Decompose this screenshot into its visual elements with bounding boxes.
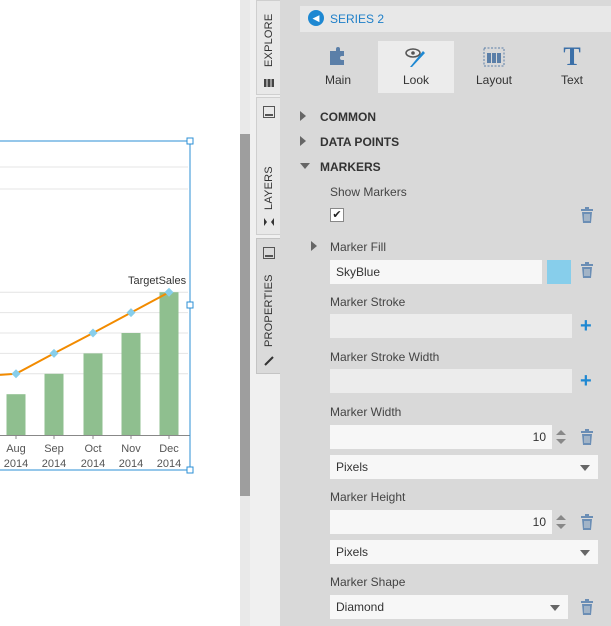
marker-height-value: 10 [532,515,546,529]
trash-icon[interactable] [580,262,594,278]
x-tick-label-month: Aug [6,443,26,455]
marker-stroke-width-field[interactable] [330,369,572,393]
line-marker[interactable] [49,348,59,358]
layers-icon [263,216,275,228]
chevron-down-icon [550,605,560,611]
brush-icon [263,355,275,367]
marker-height-label: Marker Height [330,490,406,504]
x-tick-label-month: Nov [121,443,141,455]
bar[interactable] [6,394,26,435]
expand-icon[interactable] [311,241,317,251]
marker-height-stepper[interactable] [555,510,567,534]
marker-stroke-label: Marker Stroke [330,295,406,309]
layout-grid-icon [456,45,532,69]
dashboard-canvas: Aug 2014 Sep 2014 Oct 2014 Nov 2014 Dec 2014 Targe… [0,0,240,626]
trash-icon[interactable] [580,429,594,445]
stepper-down-icon[interactable] [556,524,566,529]
expand-icon [300,136,306,146]
expand-icon [300,111,306,121]
line-marker[interactable] [88,328,98,338]
chevron-down-icon [580,550,590,556]
series-header [300,6,611,32]
panel-toggle-icon [263,106,275,118]
marker-width-unit-select[interactable]: Pixels [330,455,598,479]
tab-properties-label: PROPERTIES [263,274,275,347]
subtab-main-label: Main [324,73,351,87]
panel-toggle-icon [263,247,275,259]
marker-width-unit-value: Pixels [336,460,369,474]
bar[interactable] [159,292,179,435]
x-tick-label-month: Sep [44,443,64,455]
tab-properties[interactable]: PROPERTIES [256,238,280,374]
subtab-text[interactable]: T Text [534,41,610,93]
line-marker[interactable] [164,287,174,297]
bar[interactable] [83,353,103,435]
chevron-down-icon [580,465,590,471]
collapse-icon [300,163,310,169]
marker-stroke-field[interactable] [330,314,572,338]
marker-fill-field[interactable]: SkyBlue [330,260,542,284]
trash-icon[interactable] [580,207,594,223]
subtab-text-label: Text [560,73,583,87]
paint-brush-icon [378,45,454,69]
x-tick-label-year: 2014 [119,458,143,470]
line-marker[interactable] [11,369,21,379]
marker-height-unit-value: Pixels [336,545,369,559]
stepper-up-icon[interactable] [556,515,566,520]
section-common-title: COMMON [320,110,376,124]
chart[interactable]: Aug 2014 Sep 2014 Oct 2014 Nov 2014 Dec 2014 Targe… [0,0,240,626]
marker-shape-value: Diamond [336,600,385,614]
scrollbar-thumb[interactable] [240,134,250,496]
text-T-icon: T [563,42,581,71]
subtab-look-label: Look [402,73,430,87]
marker-width-stepper[interactable] [555,425,567,449]
tab-layers[interactable]: LAYERS [256,97,280,235]
subtab-layout[interactable]: Layout [456,41,532,93]
line-marker[interactable] [126,308,136,318]
marker-height-unit-select[interactable]: Pixels [330,540,598,564]
resize-handle[interactable] [186,301,194,309]
x-tick-label-month: Oct [84,443,101,455]
trash-icon[interactable] [580,599,594,615]
marker-fill-label: Marker Fill [330,240,386,254]
add-icon[interactable]: + [580,370,592,392]
tab-explore[interactable]: EXPLORE [256,0,280,95]
explore-icon [263,77,275,89]
trash-icon[interactable] [580,514,594,530]
x-tick-label-month: Dec [159,443,179,455]
show-markers-checkbox[interactable]: ✔ [330,208,344,222]
x-tick-label-year: 2014 [4,458,28,470]
series-label: TargetSales [128,275,187,287]
x-tick-label-year: 2014 [81,458,105,470]
series-title: SERIES 2 [330,12,385,26]
puzzle-icon [300,45,376,69]
tab-explore-label: EXPLORE [263,13,275,67]
color-swatch[interactable] [547,260,571,284]
back-arrow-icon[interactable]: ◀ [308,10,324,26]
bar[interactable] [121,333,141,435]
marker-fill-value: SkyBlue [336,265,381,279]
subtab-layout-label: Layout [475,73,513,87]
marker-shape-select[interactable]: Diamond [330,595,568,619]
subtab-main[interactable]: Main [300,41,376,93]
section-markers-title: MARKERS [320,160,381,174]
marker-width-label: Marker Width [330,405,402,419]
show-markers-label: Show Markers [330,185,407,199]
tab-layers-label: LAYERS [263,166,275,210]
marker-width-value: 10 [532,430,546,444]
stepper-down-icon[interactable] [556,439,566,444]
resize-handle[interactable] [186,137,194,145]
x-tick-label-year: 2014 [42,458,66,470]
marker-stroke-width-label: Marker Stroke Width [330,350,440,364]
section-data-points-title: DATA POINTS [320,135,400,149]
marker-height-input[interactable]: 10 [330,510,552,534]
x-tick-label-year: 2014 [157,458,181,470]
marker-width-input[interactable]: 10 [330,425,552,449]
bar[interactable] [44,373,64,435]
add-icon[interactable]: + [580,315,592,337]
resize-handle[interactable] [186,466,194,474]
marker-shape-label: Marker Shape [330,575,406,589]
subtab-look[interactable]: Look [378,41,454,93]
stepper-up-icon[interactable] [556,430,566,435]
